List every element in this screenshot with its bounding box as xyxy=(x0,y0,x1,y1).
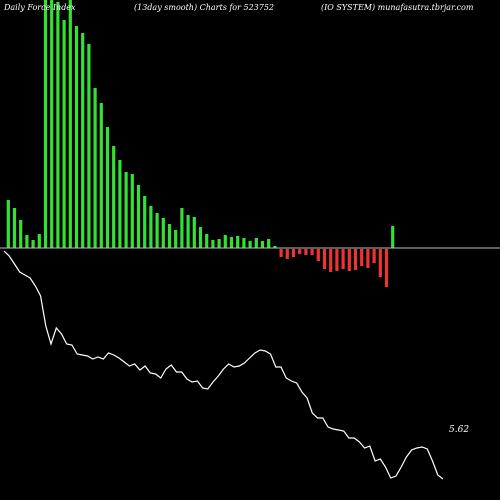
force-bar xyxy=(298,249,302,254)
price-line xyxy=(3,250,444,480)
force-bar xyxy=(384,249,389,287)
force-bar xyxy=(391,226,395,248)
force-bar xyxy=(62,20,66,248)
force-bar xyxy=(198,227,203,248)
force-bar xyxy=(310,249,314,255)
force-bar xyxy=(267,239,271,248)
force-bar xyxy=(25,235,29,248)
force-bar xyxy=(174,230,178,248)
force-bar xyxy=(236,236,240,248)
force-bar xyxy=(211,240,215,248)
force-bar xyxy=(93,88,97,248)
force-bar xyxy=(254,238,258,248)
force-bar xyxy=(149,206,153,248)
bar-series xyxy=(6,0,395,287)
force-bar xyxy=(74,26,79,248)
force-bar xyxy=(124,172,128,248)
force-bar xyxy=(360,249,364,266)
force-bar xyxy=(279,249,283,257)
force-bar xyxy=(43,0,48,248)
force-bar xyxy=(112,146,116,248)
header-center: (13day smooth) Charts for 523752 xyxy=(134,3,274,12)
force-bar xyxy=(167,224,172,248)
force-bar xyxy=(329,249,333,272)
force-bar xyxy=(155,213,159,248)
force-bar xyxy=(304,249,308,255)
force-bar xyxy=(6,200,10,248)
force-bar xyxy=(229,237,234,248)
force-bar xyxy=(56,2,60,248)
force-bar xyxy=(186,215,190,248)
header-left: Daily Force Index xyxy=(3,3,76,12)
force-bar xyxy=(248,241,252,248)
last-value-label: 5.62 xyxy=(449,425,469,435)
force-bar xyxy=(353,249,358,270)
force-bar xyxy=(273,246,277,248)
force-bar xyxy=(217,239,221,248)
force-bar xyxy=(223,235,227,248)
force-bar xyxy=(180,208,184,248)
force-bar xyxy=(99,103,103,248)
force-bar xyxy=(285,249,289,259)
force-bar xyxy=(37,234,41,248)
force-bar xyxy=(347,249,351,271)
force-bar xyxy=(50,0,54,248)
header-right: (IO SYSTEM) munafasutra.tbrjar.com xyxy=(321,3,474,12)
force-bar xyxy=(322,249,327,269)
force-bar xyxy=(366,249,370,268)
force-bar xyxy=(378,249,382,277)
force-bar xyxy=(118,160,122,248)
force-bar xyxy=(136,185,141,248)
force-bar xyxy=(291,249,296,257)
force-bar xyxy=(260,241,265,248)
force-bar xyxy=(316,249,320,261)
force-bar xyxy=(68,0,72,248)
force-bar xyxy=(12,208,17,248)
force-bar xyxy=(372,249,376,263)
force-bar xyxy=(341,249,345,269)
force-bar xyxy=(87,44,91,248)
force-bar xyxy=(192,217,196,248)
force-bar xyxy=(130,174,134,248)
force-bar xyxy=(205,234,209,248)
force-bar xyxy=(335,249,339,271)
force-bar xyxy=(161,218,165,248)
force-bar xyxy=(242,238,246,248)
force-bar xyxy=(19,220,23,248)
force-bar xyxy=(105,127,110,248)
force-bar xyxy=(143,196,147,248)
force-bar xyxy=(31,240,35,248)
force-bar xyxy=(81,33,85,248)
